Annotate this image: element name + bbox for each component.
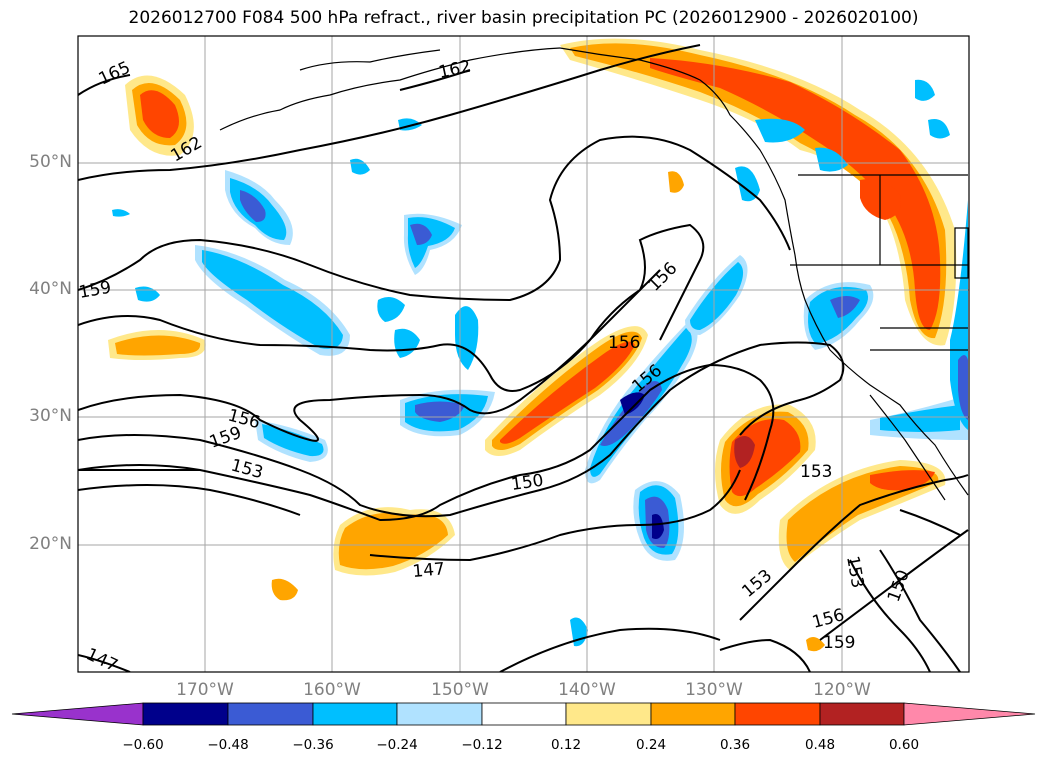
colorbar-extend-high	[903, 702, 1036, 726]
anomaly-blob	[880, 405, 960, 432]
colorbar	[11, 702, 1036, 726]
anomaly-blob	[668, 171, 684, 193]
anomaly-blob	[112, 209, 130, 217]
colorbar-tick-label: −0.36	[292, 737, 334, 753]
lat-label: 30°N	[29, 406, 72, 426]
chart-title: 2026012700 F084 500 hPa refract., river …	[128, 8, 919, 28]
negative-anomaly-regions	[112, 79, 968, 647]
anomaly-blob	[735, 166, 760, 202]
anomaly-blob	[815, 147, 848, 172]
anomaly-blob	[958, 355, 968, 420]
colorbar-extend-low	[11, 702, 144, 726]
colorbar-segment	[650, 702, 736, 726]
contour-label: 153	[800, 462, 832, 482]
anomaly-blob	[915, 79, 935, 101]
anomaly-blob	[240, 190, 266, 222]
contour-label: 150	[510, 471, 545, 495]
lon-label: 130°W	[685, 680, 743, 700]
anomaly-blob	[652, 514, 664, 539]
anomaly-blob	[338, 512, 448, 570]
height-contours	[78, 44, 969, 672]
colorbar-segment	[734, 702, 821, 726]
anomaly-blob	[830, 296, 860, 318]
colorbar-segment	[396, 702, 483, 726]
colorbar-segment	[142, 702, 229, 726]
colorbar-tick-label: 0.24	[635, 737, 667, 753]
anomaly-blob	[560, 38, 957, 346]
lon-label: 170°W	[176, 680, 234, 700]
precipitation-shading	[108, 38, 968, 652]
positive-anomaly-regions	[108, 38, 957, 652]
colorbar-tick-label: 0.36	[719, 737, 751, 753]
colorbar-segment	[819, 702, 905, 726]
lon-label: 160°W	[303, 680, 361, 700]
colorbar-tick-label: −0.60	[122, 737, 164, 753]
anomaly-blob	[690, 262, 744, 330]
lon-label: 150°W	[431, 680, 489, 700]
colorbar-tick-label: 0.60	[888, 737, 920, 753]
contour-label: 159	[823, 633, 855, 653]
lat-label: 50°N	[29, 152, 72, 172]
colorbar-tick-label: −0.48	[207, 737, 249, 753]
lon-label: 120°W	[813, 680, 871, 700]
colorbar-segment	[227, 702, 314, 726]
lon-label: 140°W	[558, 680, 616, 700]
colorbar-segment	[481, 702, 567, 726]
anomaly-blob	[202, 250, 343, 349]
anomaly-blob	[620, 392, 645, 415]
map-frame	[77, 35, 970, 673]
colorbar-tick-label: −0.24	[376, 737, 418, 753]
anomaly-blob	[734, 436, 755, 468]
colorbar-segment	[565, 702, 652, 726]
lat-label: 40°N	[29, 279, 72, 299]
anomaly-blob	[870, 470, 935, 491]
anomaly-blob	[262, 424, 324, 457]
anomaly-blob	[140, 90, 179, 138]
anomaly-blob	[600, 381, 662, 446]
contour-label: 156	[608, 333, 640, 353]
anomaly-blob	[500, 341, 635, 444]
anomaly-blob	[115, 335, 201, 356]
anomaly-blob	[806, 636, 825, 652]
anomaly-blob	[928, 119, 950, 139]
anomaly-blob	[410, 223, 432, 245]
anomaly-blob	[271, 578, 298, 601]
colorbar-tick-label: 0.48	[804, 737, 836, 753]
colorbar-tick-label: 0.12	[550, 737, 582, 753]
map-gridlines	[78, 36, 969, 672]
colorbar-tick-label: −0.12	[461, 737, 503, 753]
anomaly-blob	[755, 118, 805, 143]
anomaly-blob	[377, 296, 405, 322]
lat-label: 20°N	[29, 534, 72, 554]
colorbar-segment	[312, 702, 398, 726]
contour-label: 147	[412, 559, 446, 582]
